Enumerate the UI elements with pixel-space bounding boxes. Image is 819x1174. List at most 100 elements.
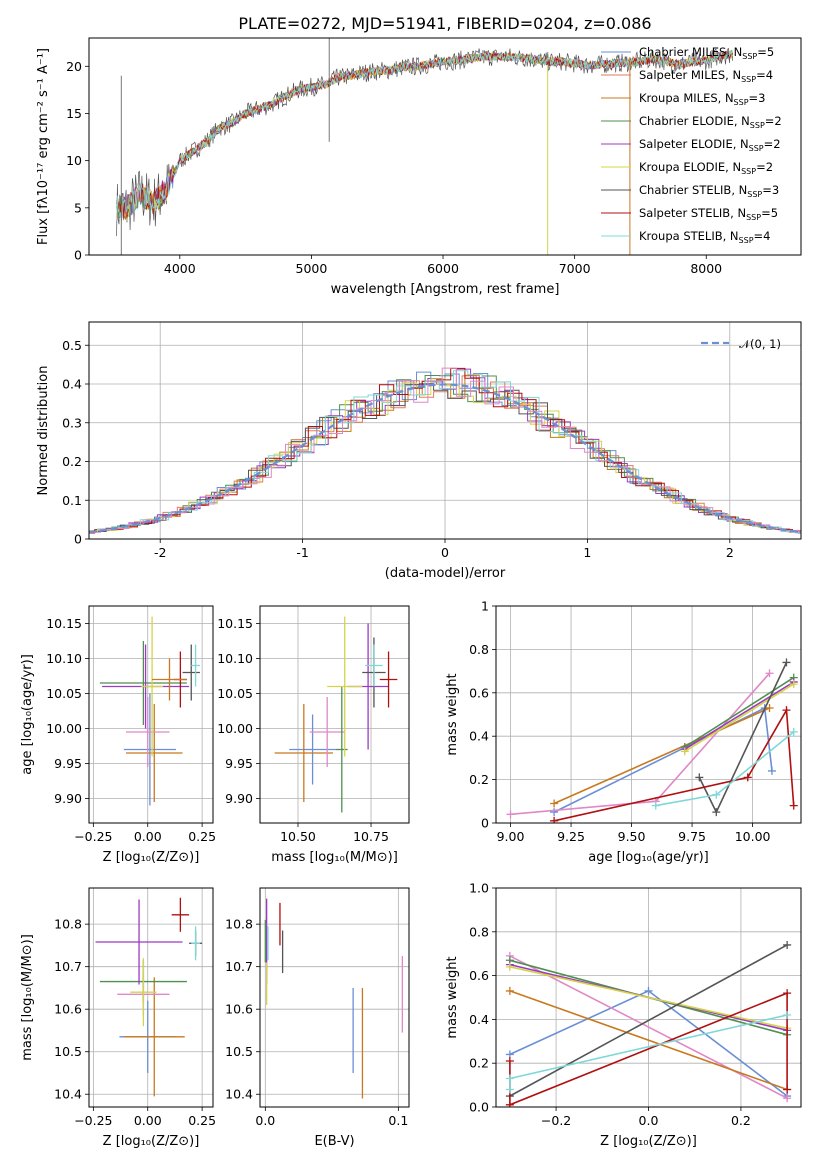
y-tick-label: 0.0 <box>469 1100 489 1115</box>
y-tick-label: 1.0 <box>469 881 489 896</box>
legend-entry-text: Salpeter STELIB, N <box>639 206 746 220</box>
x-tick-label: 5000 <box>296 261 328 276</box>
weight-series-line <box>554 708 769 804</box>
weight-series-line <box>685 682 794 749</box>
legend-entry-subscript: SSP <box>749 144 764 153</box>
legend-entry-subscript: SSP <box>746 213 761 222</box>
x-tick-label: 9.25 <box>557 829 585 844</box>
legend-entry-subscript: SSP <box>741 167 756 176</box>
y-tick-label: 10.7 <box>225 959 253 974</box>
x-tick-label: 0.1 <box>388 1113 408 1128</box>
legend-entry: Chabrier MILES, NSSP=5 <box>639 45 774 61</box>
legend-entry-subscript: SSP <box>734 98 749 107</box>
legend-entry-value: =3 <box>749 91 766 105</box>
plot-frame <box>260 606 409 823</box>
x-axis-label: Z [log₁₀(Z/Z⊙)] <box>103 850 200 865</box>
x-tick-label: 0.0 <box>255 1113 275 1128</box>
legend-entry-text: Chabrier ELODIE, N <box>639 114 750 128</box>
legend-entry-text: Kroupa MILES, N <box>639 91 734 105</box>
x-tick-label: 0.00 <box>134 829 162 844</box>
y-tick-label: 10.7 <box>54 959 82 974</box>
weight-point-marker <box>783 1011 791 1019</box>
x-tick-label: 0 <box>441 545 449 560</box>
legend-entry-subscript: SSP <box>750 121 765 130</box>
x-tick-label: 7000 <box>559 261 591 276</box>
legend-entry: 𝒩(0, 1) <box>739 337 781 351</box>
weight-series-line <box>511 673 770 814</box>
x-tick-label: 0.00 <box>134 1113 162 1128</box>
x-axis-label: E(B-V) <box>314 1134 354 1149</box>
y-tick-label: 10.05 <box>217 686 253 701</box>
y-tick-label: 0 <box>74 248 82 263</box>
x-tick-label: 10.00 <box>735 829 771 844</box>
weight-point-marker <box>768 767 776 775</box>
plot-frame <box>89 606 213 823</box>
y-tick-label: 5 <box>74 200 82 215</box>
y-axis-label: mass [log₁₀(M/M⊙)] <box>20 934 35 1061</box>
weight-point-marker <box>507 810 515 818</box>
legend-entry: Kroupa STELIB, NSSP=4 <box>639 229 770 245</box>
legend-entry-text: Salpeter ELODIE, N <box>639 137 749 151</box>
plot-area <box>100 617 200 806</box>
legend-entry: Salpeter MILES, NSSP=4 <box>639 68 773 84</box>
x-tick-label: 4000 <box>164 261 196 276</box>
y-tick-label: 10.15 <box>217 616 253 631</box>
weight-point-marker <box>783 989 791 997</box>
x-tick-label: −0.2 <box>541 1113 571 1128</box>
legend-entry: Chabrier STELIB, NSSP=3 <box>639 183 779 199</box>
y-tick-label: 10.15 <box>46 616 82 631</box>
y-tick-label: 9.95 <box>225 756 253 771</box>
x-tick-label: 0.0 <box>639 1113 659 1128</box>
y-tick-label: 10.00 <box>46 721 82 736</box>
y-tick-label: 10.5 <box>225 1044 253 1059</box>
weight-point-marker <box>744 773 752 781</box>
x-tick-label: 9.50 <box>618 829 646 844</box>
y-axis-label: mass weight <box>445 956 460 1038</box>
y-tick-label: 10.5 <box>54 1044 82 1059</box>
legend-entry-subscript: SSP <box>742 52 757 61</box>
y-tick-label: 10.6 <box>54 1002 82 1017</box>
weight-point-marker <box>550 817 558 825</box>
y-tick-label: 10.8 <box>225 917 253 932</box>
y-tick-label: 10 <box>66 153 82 168</box>
y-tick-label: 9.90 <box>54 791 82 806</box>
y-tick-label: 9.90 <box>225 791 253 806</box>
x-tick-label: -2 <box>154 545 166 560</box>
weight-point-marker <box>712 808 720 816</box>
y-tick-label: 0.3 <box>62 415 82 430</box>
legend-entry-value: =2 <box>764 137 781 151</box>
x-tick-label: 0.25 <box>188 829 216 844</box>
legend-entry: Kroupa MILES, NSSP=3 <box>639 91 765 107</box>
legend-entry-value: =2 <box>765 114 782 128</box>
y-tick-label: 15 <box>66 106 82 121</box>
y-tick-label: 9.95 <box>54 756 82 771</box>
y-tick-label: 0.6 <box>469 685 489 700</box>
x-axis-label: (data-model)/error <box>385 566 506 581</box>
plot-area <box>75 368 819 534</box>
x-axis-label: Z [log₁₀(Z/Z⊙)] <box>103 1134 200 1149</box>
weight-point-marker <box>506 1085 514 1093</box>
y-tick-label: 10.00 <box>217 721 253 736</box>
y-tick-label: 10.4 <box>54 1087 82 1102</box>
x-tick-label: 8000 <box>690 261 722 276</box>
weight-point-marker <box>506 987 514 995</box>
y-tick-label: 0.5 <box>62 338 82 353</box>
plot-area <box>96 898 203 1097</box>
y-tick-label: 0.2 <box>469 772 489 787</box>
legend-entry-subscript: SSP <box>747 190 762 199</box>
y-tick-label: 0.4 <box>62 377 82 392</box>
y-axis-label: Normed distribution <box>36 366 51 496</box>
x-tick-label: 6000 <box>427 261 459 276</box>
x-tick-label: 2 <box>726 545 734 560</box>
legend-entry-text: Kroupa STELIB, N <box>639 229 739 243</box>
y-tick-label: 10.10 <box>46 651 82 666</box>
y-tick-label: 10.05 <box>46 686 82 701</box>
weight-point-marker <box>695 773 703 781</box>
legend-entry-text: Kroupa ELODIE, N <box>639 160 741 174</box>
legend-entry: Salpeter STELIB, NSSP=5 <box>639 206 778 222</box>
y-axis-label: mass weight <box>445 673 460 755</box>
